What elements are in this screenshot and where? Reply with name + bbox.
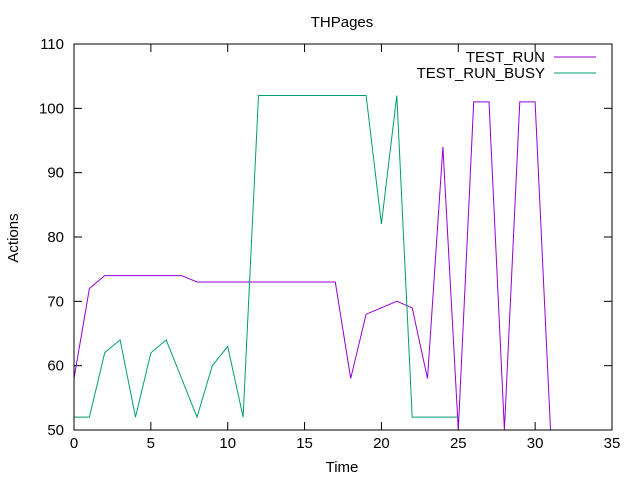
legend-label: TEST_RUN bbox=[466, 49, 545, 66]
chart-title: THPages bbox=[311, 14, 374, 31]
series-line-test-run-busy bbox=[74, 95, 459, 419]
y-tick-label: 100 bbox=[39, 100, 64, 117]
y-tick-label: 50 bbox=[47, 422, 64, 439]
x-tick-label: 10 bbox=[219, 435, 236, 452]
y-tick-label: 70 bbox=[47, 293, 64, 310]
x-tick-label: 15 bbox=[296, 435, 313, 452]
series-layer bbox=[73, 95, 551, 431]
plot-frame bbox=[73, 43, 613, 431]
y-tick-label: 110 bbox=[40, 36, 64, 53]
y-axis-label: Actions bbox=[5, 213, 22, 262]
x-tick-label: 5 bbox=[147, 435, 155, 452]
x-axis-label: Time bbox=[326, 459, 359, 476]
y-tick-label: 60 bbox=[47, 358, 64, 375]
x-tick-label: 0 bbox=[70, 435, 78, 452]
y-tick-label: 80 bbox=[47, 229, 64, 246]
x-tick-label: 35 bbox=[604, 435, 621, 452]
y-tick-label: 90 bbox=[47, 165, 64, 182]
legend-label: TEST_RUN_BUSY bbox=[417, 65, 545, 82]
x-tick-label: 20 bbox=[373, 435, 390, 452]
x-tick-label: 25 bbox=[450, 435, 467, 452]
axis-ticks: 0 5 10 15 20 25 30 35 50 60 70 80 90 100 110 bbox=[39, 36, 620, 452]
x-tick-label: 30 bbox=[527, 435, 544, 452]
series-line-test-run bbox=[73, 101, 551, 431]
